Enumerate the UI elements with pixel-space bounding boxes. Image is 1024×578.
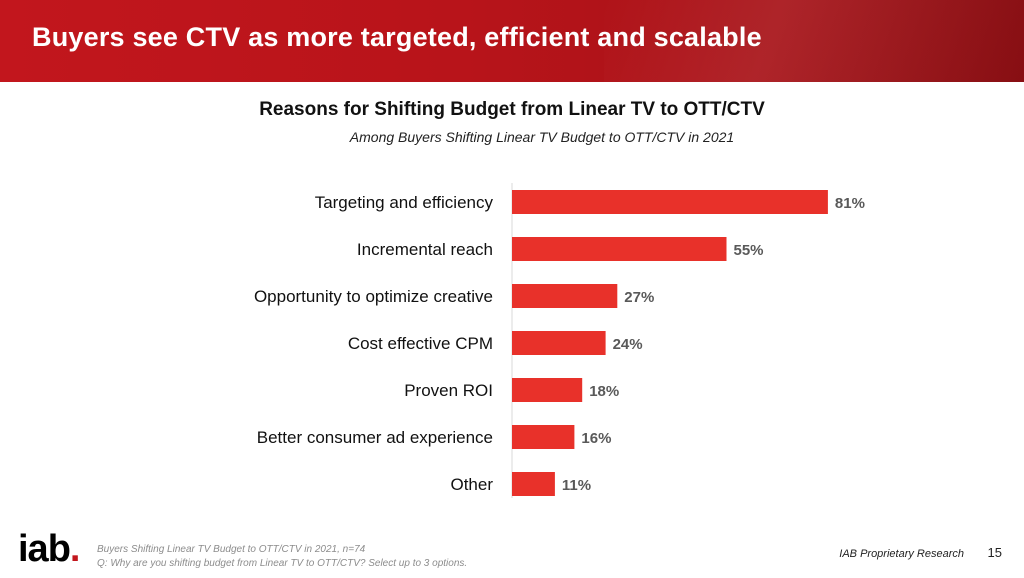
footnote-sample: Buyers Shifting Linear TV Budget to OTT/… (97, 544, 366, 555)
bar (512, 237, 727, 261)
chart-title: Reasons for Shifting Budget from Linear … (259, 99, 765, 120)
footnote: Buyers Shifting Linear TV Budget to OTT/… (97, 543, 467, 571)
header-banner: Buyers see CTV as more targeted, efficie… (0, 0, 1024, 82)
chart-subtitle: Among Buyers Shifting Linear TV Budget t… (349, 129, 735, 145)
bar (512, 190, 828, 214)
bar (512, 284, 618, 308)
page-number: 15 (987, 545, 1002, 560)
data-label: 16% (581, 430, 611, 447)
bar (512, 331, 606, 355)
iab-logo: iab. (18, 528, 81, 570)
category-label: Opportunity to optimize creative (254, 287, 493, 306)
data-label: 11% (562, 477, 591, 494)
category-label: Incremental reach (357, 240, 493, 259)
data-label: 24% (613, 336, 643, 353)
category-label: Cost effective CPM (348, 334, 493, 353)
bar (512, 378, 583, 402)
slide-headline: Buyers see CTV as more targeted, efficie… (32, 22, 762, 52)
data-label: 18% (589, 383, 619, 400)
source-label: IAB Proprietary Research (839, 548, 964, 560)
category-label: Better consumer ad experience (257, 428, 493, 447)
data-label: 27% (624, 289, 654, 306)
bar (512, 472, 555, 496)
data-label: 55% (734, 242, 764, 259)
data-label: 81% (835, 195, 865, 212)
category-label: Proven ROI (404, 381, 493, 400)
bar (512, 425, 575, 449)
footnote-question: Q: Why are you shifting budget from Line… (97, 558, 468, 569)
category-label: Other (450, 475, 493, 494)
logo-dot: . (69, 528, 81, 570)
category-label: Targeting and efficiency (315, 193, 494, 212)
logo-text: iab (18, 528, 71, 570)
